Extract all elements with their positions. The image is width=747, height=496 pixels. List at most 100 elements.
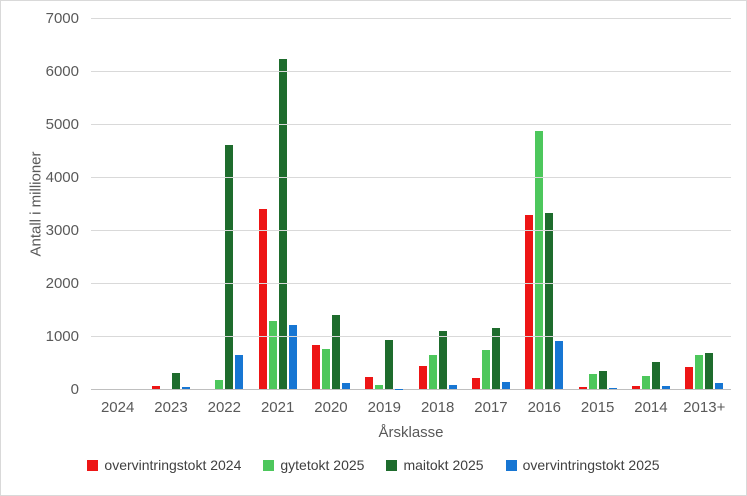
bar-group-2019 [358, 18, 411, 389]
bar-groups [91, 18, 731, 389]
bar-group-2024 [91, 18, 144, 389]
bar-gytetokt-2025-2018 [428, 355, 437, 389]
gridline-3000 [91, 230, 731, 231]
y-axis-title: Antall i millioner [27, 151, 45, 257]
bar-gytetokt-2025-2019 [375, 384, 384, 389]
legend-label: overvintringstokt 2025 [522, 457, 660, 473]
x-tick-label-2024: 2024 [100, 399, 135, 416]
legend-item-overvintringstokt-2025: overvintringstokt 2025 [505, 457, 660, 473]
y-tick-label: 1000 [45, 327, 79, 345]
bar-maitokt-2025-2019 [385, 340, 394, 389]
y-tick-label: 5000 [45, 115, 79, 133]
bar-overvintringstokt-2025-2018 [448, 384, 457, 389]
bar-gytetokt-2025-2013+ [695, 354, 704, 389]
bar-gytetokt-2025-2016 [535, 131, 544, 389]
bar-maitokt-2025-2017 [491, 328, 500, 389]
chart-legend: overvintringstokt 2024 gytetokt 2025 maito… [1, 457, 746, 473]
x-tick-label-2018: 2018 [420, 399, 455, 416]
legend-item-gytetokt-2025: gytetokt 2025 [263, 457, 364, 473]
bar-overvintringstokt-2025-2013+ [715, 382, 724, 389]
bar-overvintringstokt-2025-2016 [555, 341, 564, 389]
bar-overvintringstokt-2025-2014 [661, 386, 670, 389]
bar-gytetokt-2025-2015 [588, 374, 597, 389]
x-tick-label-2019: 2019 [367, 399, 401, 416]
y-tick-label: 3000 [45, 221, 79, 239]
bar-group-2018 [411, 18, 464, 389]
bar-group-2014 [624, 18, 677, 389]
legend-swatch-icon [505, 459, 517, 471]
bar-overvintringstokt-2024-2020 [311, 344, 320, 389]
x-tick-label-2013+: 2013+ [683, 399, 726, 416]
legend-label: overvintringstokt 2024 [104, 457, 242, 473]
bar-group-2015 [571, 18, 624, 389]
bar-group-2023 [144, 18, 197, 389]
x-tick-label-2016: 2016 [527, 399, 561, 416]
legend-swatch-icon [386, 459, 398, 471]
gridline-5000 [91, 124, 731, 125]
bar-overvintringstokt-2024-2023 [151, 385, 160, 389]
gridline-7000 [91, 18, 731, 19]
x-axis-tick-labels: 2024 2023 2022 2021 2020 2019 2018 2017 2016 2015… [91, 399, 731, 416]
bar-overvintringstokt-2025-2019 [395, 388, 404, 389]
bar-gytetokt-2025-2021 [268, 321, 277, 389]
x-tick-label-2023: 2023 [154, 399, 188, 416]
legend-swatch-icon [263, 459, 275, 471]
bar-gytetokt-2025-2014 [641, 375, 650, 389]
bar-overvintringstokt-2024-2014 [631, 385, 640, 389]
bar-gytetokt-2025-2017 [481, 349, 490, 389]
legend-label: maitokt 2025 [403, 457, 484, 473]
bar-maitokt-2025-2016 [545, 213, 554, 389]
y-tick-label: 4000 [45, 168, 79, 186]
bar-overvintringstokt-2025-2023 [181, 387, 190, 389]
x-tick-label-2022: 2022 [207, 399, 241, 416]
y-tick-label: 6000 [45, 62, 79, 80]
bar-group-2022 [198, 18, 251, 389]
legend-label: gytetokt 2025 [280, 457, 365, 473]
bar-overvintringstokt-2025-2022 [235, 355, 244, 389]
bar-overvintringstokt-2024-2021 [258, 209, 267, 389]
bar-group-2016 [518, 18, 571, 389]
x-tick-label-2017: 2017 [474, 399, 508, 416]
bar-maitokt-2025-2022 [225, 145, 234, 389]
plot-area [91, 18, 731, 390]
legend-item-overvintringstokt-2024: overvintringstokt 2024 [87, 457, 241, 473]
bar-maitokt-2025-2015 [598, 371, 607, 389]
bar-maitokt-2025-2020 [331, 314, 340, 389]
legend-item-maitokt-2025: maitokt 2025 [386, 457, 484, 473]
bar-overvintringstokt-2024-2015 [578, 386, 587, 389]
legend-swatch-icon [87, 459, 99, 471]
bar-gytetokt-2025-2020 [321, 349, 330, 389]
gridline-2000 [91, 283, 731, 284]
bar-overvintringstokt-2025-2015 [608, 387, 617, 389]
bar-group-2017 [464, 18, 517, 389]
x-axis-line [91, 389, 731, 390]
bar-maitokt-2025-2018 [438, 330, 447, 389]
bar-overvintringstokt-2025-2017 [501, 382, 510, 389]
bar-overvintringstokt-2025-2021 [288, 324, 297, 389]
bar-overvintringstokt-2024-2013+ [685, 366, 694, 389]
bar-group-2021 [251, 18, 304, 389]
x-tick-label-2021: 2021 [260, 399, 295, 416]
y-tick-label: 2000 [45, 274, 79, 292]
x-tick-label-2020: 2020 [314, 399, 348, 416]
bar-maitokt-2025-2021 [278, 58, 287, 389]
bar-overvintringstokt-2024-2019 [365, 376, 374, 389]
gridline-4000 [91, 177, 731, 178]
bar-maitokt-2025-2013+ [705, 353, 714, 389]
x-tick-label-2015: 2015 [580, 399, 615, 416]
bar-maitokt-2025-2014 [651, 361, 660, 389]
bar-maitokt-2025-2023 [171, 373, 180, 389]
bar-overvintringstokt-2025-2020 [341, 382, 350, 389]
bar-overvintringstokt-2024-2017 [471, 377, 480, 389]
gridline-6000 [91, 71, 731, 72]
bar-overvintringstokt-2024-2016 [525, 214, 534, 389]
bar-group-2020 [304, 18, 357, 389]
y-tick-label: 7000 [45, 9, 79, 27]
y-tick-label: 0 [70, 380, 79, 398]
x-axis-title: Årsklasse [378, 424, 444, 441]
x-tick-label-2014: 2014 [634, 399, 668, 416]
bar-overvintringstokt-2024-2018 [418, 365, 427, 389]
gridline-1000 [91, 336, 731, 337]
bar-gytetokt-2025-2022 [215, 380, 224, 389]
